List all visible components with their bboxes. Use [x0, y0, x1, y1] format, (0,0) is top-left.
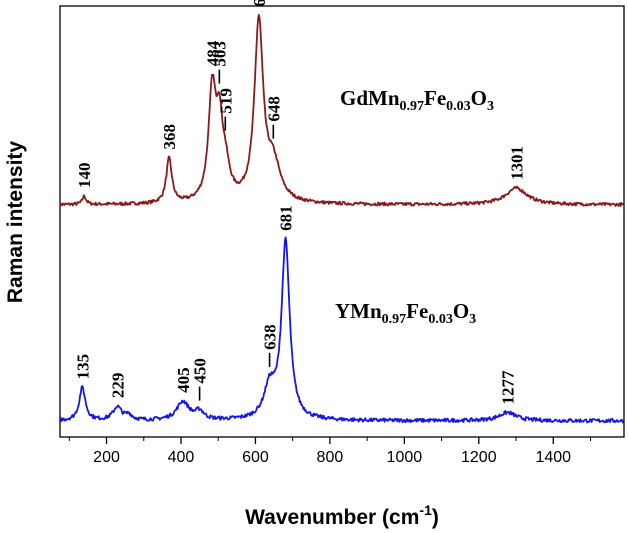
- x-tick-label: 1200: [461, 449, 497, 466]
- peak-label: 405: [174, 367, 193, 393]
- peak-label: 503: [210, 41, 229, 67]
- peak-label: 519: [216, 88, 235, 113]
- x-axis-ticks: 200 400 600 800 1000 1200 1400: [68, 437, 591, 466]
- series-name: GdMn0.97Fe0.03O3: [340, 86, 494, 114]
- peak-label: 638: [261, 324, 280, 350]
- x-tick-label: 1400: [535, 449, 571, 466]
- peak-label: 1301: [507, 146, 526, 180]
- series-layer: [59, 13, 625, 424]
- peak-label: 368: [160, 124, 179, 150]
- peak-label: 609: [250, 0, 269, 7]
- peak-label: 135: [73, 354, 92, 380]
- x-tick-label: 1000: [387, 449, 423, 466]
- series-name: YMn0.97Fe0.03O3: [335, 299, 476, 327]
- x-tick-label: 400: [168, 449, 195, 466]
- x-axis-title: Wavenumber (cm-1): [245, 502, 439, 529]
- peak-label: 681: [277, 205, 296, 231]
- series-labels: GdMn0.97Fe0.03O3 YMn0.97Fe0.03O3: [335, 86, 494, 327]
- series-line: [59, 13, 625, 207]
- peak-label: 140: [75, 162, 94, 188]
- x-tick-label: 800: [317, 449, 344, 466]
- peak-label: 450: [191, 358, 210, 384]
- x-tick-label: 600: [242, 449, 269, 466]
- peak-label: 484: [203, 40, 222, 66]
- peak-label: 229: [108, 373, 127, 399]
- series-line: [59, 236, 625, 424]
- x-tick-label: 200: [93, 449, 120, 466]
- peak-label: 1277: [498, 370, 517, 405]
- peak-label: 648: [264, 96, 283, 122]
- y-axis-title: Raman intensity: [4, 141, 27, 304]
- plot-frame: [59, 5, 625, 438]
